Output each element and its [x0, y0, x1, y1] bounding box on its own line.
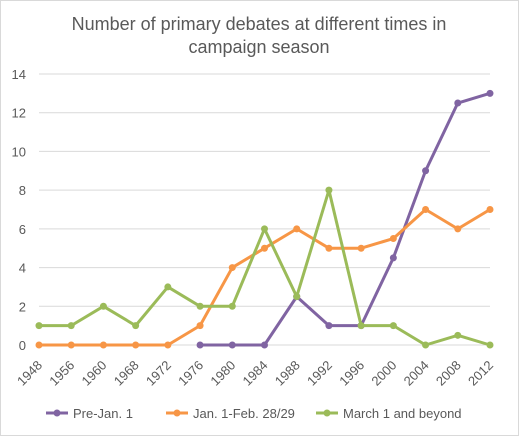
data-point	[389, 322, 397, 330]
data-point	[228, 302, 236, 310]
x-tick-label: 1972	[143, 358, 174, 389]
data-point	[261, 225, 268, 233]
x-tick-label: 1980	[207, 358, 238, 389]
data-point	[228, 264, 236, 272]
y-tick-label: 10	[12, 144, 26, 159]
y-tick-labels: 0 2 4 6 8 10 12 14	[12, 67, 26, 353]
data-point	[325, 186, 333, 194]
data-point	[422, 206, 430, 213]
legend-item: Jan. 1-Feb. 28/29	[166, 406, 295, 421]
x-tick-label: 1976	[175, 358, 206, 389]
x-tick-label: 1988	[272, 358, 303, 389]
data-point	[357, 322, 365, 330]
legend-item: March 1 and beyond	[316, 406, 462, 421]
data-point	[486, 89, 494, 97]
x-tick-label: 1960	[78, 358, 109, 389]
data-point	[325, 322, 333, 330]
data-point	[325, 244, 333, 252]
x-tick-labels: 1948 1956 1960 1968 1972 1976 1980 1984 1988 1992…	[14, 358, 496, 389]
data-point	[132, 341, 140, 349]
data-point	[454, 99, 462, 107]
chart-title-line-1: Number of primary debates at different t…	[72, 14, 447, 34]
x-tick-label: 1956	[46, 358, 77, 389]
data-point	[389, 235, 397, 243]
series-2	[35, 186, 494, 349]
chart-title-line-2: campaign season	[188, 37, 329, 57]
y-tick-label: 12	[12, 106, 26, 121]
data-point	[261, 244, 268, 252]
y-tick-label: 6	[19, 222, 26, 237]
data-point	[99, 341, 107, 349]
x-tick-label: 1968	[111, 358, 142, 389]
x-tick-label: 1996	[336, 358, 367, 389]
y-tick-label: 8	[19, 183, 26, 198]
legend-label: Jan. 1-Feb. 28/29	[193, 406, 295, 421]
legend-swatch-marker	[173, 409, 181, 417]
x-tick-label: 2004	[401, 358, 432, 389]
legend-label: March 1 and beyond	[343, 406, 462, 421]
data-point	[389, 254, 397, 262]
legend-item: Pre-Jan. 1	[46, 406, 133, 421]
data-point	[357, 244, 365, 252]
data-point	[67, 322, 75, 330]
data-point	[196, 341, 204, 349]
data-point	[422, 167, 430, 175]
data-point	[293, 293, 301, 301]
y-tick-label: 4	[19, 261, 26, 276]
data-point	[454, 225, 462, 233]
data-point	[35, 341, 43, 349]
data-point	[486, 206, 494, 213]
legend-label: Pre-Jan. 1	[73, 406, 133, 421]
series-line	[198, 91, 492, 347]
legend: Pre-Jan. 1 Jan. 1-Feb. 28/29 March 1 and b…	[46, 406, 462, 421]
data-point	[228, 341, 236, 349]
y-tick-label: 2	[19, 299, 26, 314]
x-tick-label: 2000	[368, 358, 399, 389]
legend-swatch-marker	[53, 409, 61, 417]
x-tick-label: 1992	[304, 358, 335, 389]
chart-title: Number of primary debates at different t…	[72, 14, 447, 57]
data-point	[164, 283, 172, 291]
data-point	[67, 341, 75, 349]
legend-swatch-marker	[323, 409, 331, 417]
data-point	[261, 341, 268, 349]
data-point	[132, 322, 140, 330]
gridlines	[39, 73, 490, 307]
y-tick-label: 14	[12, 67, 26, 82]
x-tick-label: 1948	[14, 358, 45, 389]
series-lines	[35, 89, 494, 349]
y-tick-label: 0	[19, 338, 26, 353]
data-point	[99, 302, 107, 310]
data-point	[454, 331, 462, 339]
series-1	[35, 206, 494, 349]
x-tick-label: 1984	[240, 358, 271, 389]
data-point	[293, 225, 301, 233]
x-tick-label: 2012	[465, 358, 496, 389]
data-point	[196, 302, 204, 310]
data-point	[35, 322, 43, 330]
data-point	[164, 341, 172, 349]
series-0	[196, 89, 494, 349]
data-point	[196, 322, 204, 330]
data-point	[486, 341, 494, 349]
data-point	[422, 341, 430, 349]
x-tick-label: 2008	[433, 358, 464, 389]
